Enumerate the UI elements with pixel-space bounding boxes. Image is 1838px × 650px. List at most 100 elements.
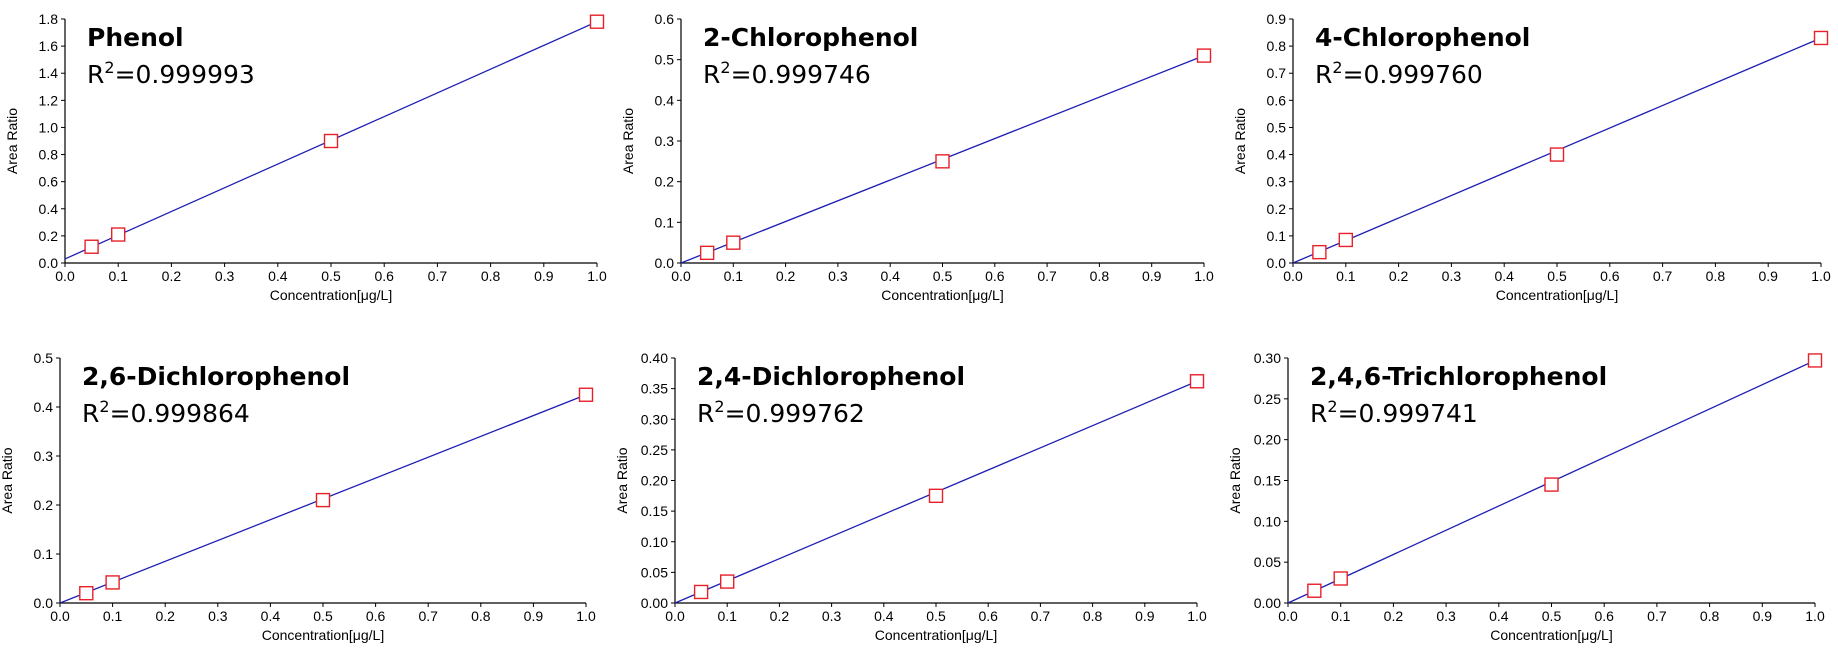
- y-tick-label: 0.1: [34, 546, 54, 562]
- data-point: [578, 387, 594, 402]
- data-point: [315, 492, 331, 508]
- chart-title: Phenol: [87, 23, 184, 52]
- x-tick-label: 1.0: [1805, 608, 1825, 624]
- data-point: [928, 488, 944, 504]
- x-tick-label: 0.6: [985, 268, 1005, 284]
- data-point: [719, 574, 735, 589]
- x-tick-label: 1.0: [576, 608, 596, 624]
- y-axis-label: Area Ratio: [4, 108, 20, 174]
- y-tick-label: 0.00: [1254, 595, 1281, 611]
- y-tick-label: 0.8: [1267, 38, 1287, 54]
- data-point: [84, 239, 99, 254]
- data-point: [1338, 232, 1354, 248]
- x-tick-label: 0.8: [471, 608, 491, 624]
- x-tick-label: 0.0: [55, 268, 75, 284]
- x-tick-label: 0.2: [770, 608, 790, 624]
- r2-value: =0.999762: [725, 399, 865, 428]
- data-point: [1333, 571, 1348, 586]
- data-point: [1189, 374, 1205, 389]
- r2-superscript: 2: [714, 397, 724, 416]
- x-tick-label: 1.0: [1194, 268, 1214, 284]
- y-tick-label: 0.10: [641, 534, 668, 550]
- y-tick-label: 0.4: [39, 201, 59, 217]
- chart-panel-2: 0.0 0.1 0.2 0.3 0.4 0.5 0.6 0.7 0.8 0.9 1.0 0.0 0.1 0…: [620, 11, 1214, 303]
- chart-panel-1: 0.0 0.1 0.2 0.3 0.4 0.5 0.6 0.7 0.8 0.9 1.0 0.0 0.2 0…: [4, 11, 607, 303]
- x-tick-label: 0.0: [1278, 608, 1298, 624]
- chart-title: 2,6-Dichlorophenol: [82, 362, 350, 391]
- x-tick-label: 0.6: [1594, 608, 1614, 624]
- x-tick-label: 0.4: [880, 268, 900, 284]
- r2-value: =0.999746: [731, 60, 871, 89]
- x-axis-label: Concentration[μg/L]: [1496, 287, 1618, 303]
- r2-superscript: 2: [720, 58, 730, 77]
- y-tick-label: 0.7: [1267, 65, 1287, 81]
- x-tick-label: 0.8: [1083, 608, 1103, 624]
- r-squared-annotation: R2=0.999746: [703, 58, 871, 89]
- x-tick-label: 0.6: [1600, 268, 1620, 284]
- x-tick-label: 1.0: [1811, 268, 1831, 284]
- x-tick-label: 0.5: [321, 268, 341, 284]
- y-tick-label: 0.6: [39, 174, 59, 190]
- x-tick-label: 0.1: [103, 608, 123, 624]
- data-point: [1307, 583, 1322, 598]
- x-tick-label: 0.8: [1090, 268, 1110, 284]
- x-tick-label: 0.8: [1706, 268, 1726, 284]
- x-tick-label: 0.7: [1647, 608, 1667, 624]
- y-tick-label: 0.0: [34, 595, 54, 611]
- y-tick-label: 0.4: [655, 92, 675, 108]
- x-axis-label: Concentration[μg/L]: [875, 627, 997, 643]
- x-tick-label: 0.8: [1700, 608, 1720, 624]
- x-tick-label: 0.3: [828, 268, 848, 284]
- y-tick-label: 1.8: [39, 11, 59, 27]
- chart-title: 2-Chlorophenol: [703, 23, 918, 52]
- data-point: [1312, 244, 1327, 260]
- y-tick-label: 0.0: [39, 255, 59, 271]
- r2-superscript: 2: [1332, 58, 1342, 77]
- chart-title: 2,4,6-Trichlorophenol: [1310, 362, 1607, 391]
- data-point: [1196, 48, 1212, 63]
- y-tick-label: 0.2: [655, 174, 675, 190]
- y-tick-label: 0.25: [641, 442, 668, 458]
- r2-prefix: R: [87, 60, 104, 89]
- r2-prefix: R: [697, 399, 714, 428]
- r-squared-annotation: R2=0.999741: [1310, 397, 1478, 428]
- y-tick-label: 0.4: [1267, 147, 1287, 163]
- y-tick-label: 1.0: [39, 119, 59, 135]
- r2-value: =0.999864: [110, 399, 250, 428]
- x-tick-label: 0.8: [481, 268, 501, 284]
- y-axis-label: Area Ratio: [1227, 447, 1243, 513]
- chart-title: 4-Chlorophenol: [1315, 23, 1530, 52]
- r2-value: =0.999741: [1338, 399, 1478, 428]
- y-tick-label: 0.15: [641, 503, 668, 519]
- x-tick-label: 0.0: [1283, 268, 1303, 284]
- data-point: [1813, 30, 1829, 46]
- y-tick-label: 0.3: [655, 133, 675, 149]
- data-point: [699, 245, 715, 261]
- r-squared-annotation: R2=0.999864: [82, 397, 250, 428]
- x-tick-label: 1.0: [587, 268, 607, 284]
- x-tick-label: 0.7: [1653, 268, 1673, 284]
- x-tick-label: 0.1: [108, 268, 128, 284]
- x-tick-label: 0.9: [1753, 608, 1773, 624]
- r2-prefix: R: [703, 60, 720, 89]
- y-tick-label: 0.10: [1254, 513, 1281, 529]
- y-tick-label: 0.20: [641, 473, 668, 489]
- x-tick-label: 0.0: [671, 268, 691, 284]
- y-axis-label: Area Ratio: [1232, 108, 1248, 174]
- data-point: [105, 575, 120, 590]
- y-tick-label: 1.6: [39, 38, 59, 54]
- y-tick-label: 0.4: [34, 399, 54, 415]
- y-tick-label: 0.20: [1254, 432, 1281, 448]
- y-tick-label: 0.5: [34, 350, 54, 366]
- x-tick-label: 0.4: [1489, 608, 1509, 624]
- chart-panel-3: 0.0 0.1 0.2 0.3 0.4 0.5 0.6 0.7 0.8 0.9 1.0 0.0 0.1 0…: [1232, 11, 1831, 303]
- r2-superscript: 2: [99, 397, 109, 416]
- y-tick-label: 0.5: [655, 52, 675, 68]
- data-point: [726, 235, 741, 250]
- x-tick-label: 0.7: [428, 268, 448, 284]
- x-tick-label: 0.5: [926, 608, 946, 624]
- x-tick-label: 0.3: [208, 608, 228, 624]
- x-tick-label: 0.3: [1442, 268, 1462, 284]
- x-tick-label: 0.2: [1389, 268, 1409, 284]
